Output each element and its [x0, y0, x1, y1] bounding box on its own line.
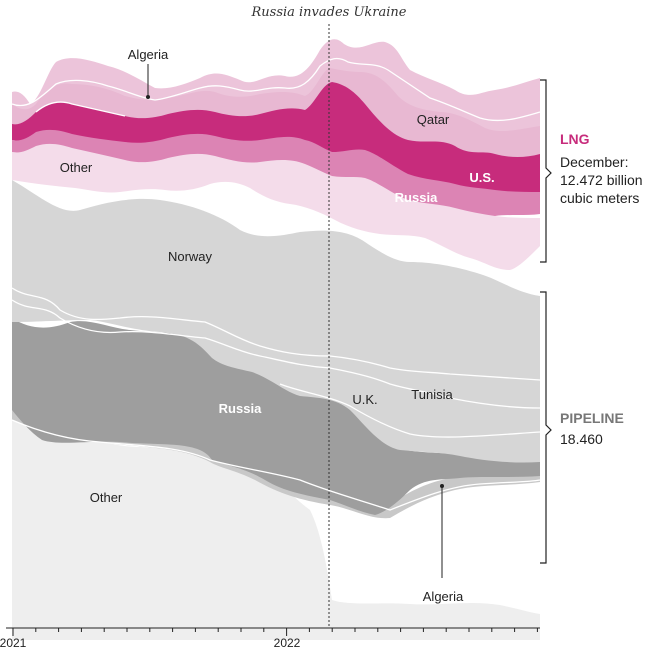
pipeline-other-area: [12, 405, 540, 640]
pipeline-separator-line: [11, 419, 541, 511]
pipeline-separator-line: [11, 299, 541, 409]
label-pipe-algeria: Algeria: [423, 589, 464, 604]
label-lng-qatar: Qatar: [417, 112, 450, 127]
x-tick-label: 2022: [274, 636, 301, 650]
lng-bracket: [540, 79, 552, 263]
invasion-annotation: Russia invades Ukraine: [250, 5, 406, 20]
lng-group-body: December: 12.472 billion cubic meters: [560, 153, 643, 207]
x-axis: [6, 627, 540, 636]
lng-other-area: [12, 143, 540, 270]
pipeline-separator-line: [11, 287, 541, 381]
label-lng-russia: Russia: [395, 190, 438, 205]
pipeline-separator-line: [279, 383, 541, 438]
label-pipe-tunisia: Tunisia: [411, 387, 453, 402]
lng-group-line3: cubic meters: [560, 190, 640, 206]
stream-layers: [11, 39, 541, 640]
label-pipe-other: Other: [90, 490, 123, 505]
pipeline-norway-area: [12, 180, 540, 463]
x-tick-label: 2021: [0, 636, 27, 650]
lng-group-line2: 12.472 billion: [560, 172, 643, 188]
pipe-algeria-dot: [440, 484, 444, 488]
label-pipe-russia: Russia: [219, 401, 262, 416]
pipeline-group-body: 18.460: [560, 430, 603, 448]
pipeline-group-title: PIPELINE: [560, 410, 624, 426]
pipeline-russia-area: [12, 318, 540, 515]
lng-algeria-dot: [146, 95, 150, 99]
label-lng-other: Other: [60, 160, 93, 175]
pipeline-group-line1: 18.460: [560, 431, 603, 447]
label-pipe-norway: Norway: [168, 249, 213, 264]
pipeline-bracket: [540, 291, 552, 564]
label-lng-algeria: Algeria: [128, 47, 169, 62]
lng-separator-line: [11, 57, 541, 122]
lng-group-title: LNG: [560, 131, 590, 147]
lng-separator-line: [35, 101, 126, 117]
lng-group-line1: December:: [560, 154, 629, 170]
label-pipe-uk: U.K.: [352, 392, 377, 407]
label-lng-us: U.S.: [469, 170, 494, 185]
